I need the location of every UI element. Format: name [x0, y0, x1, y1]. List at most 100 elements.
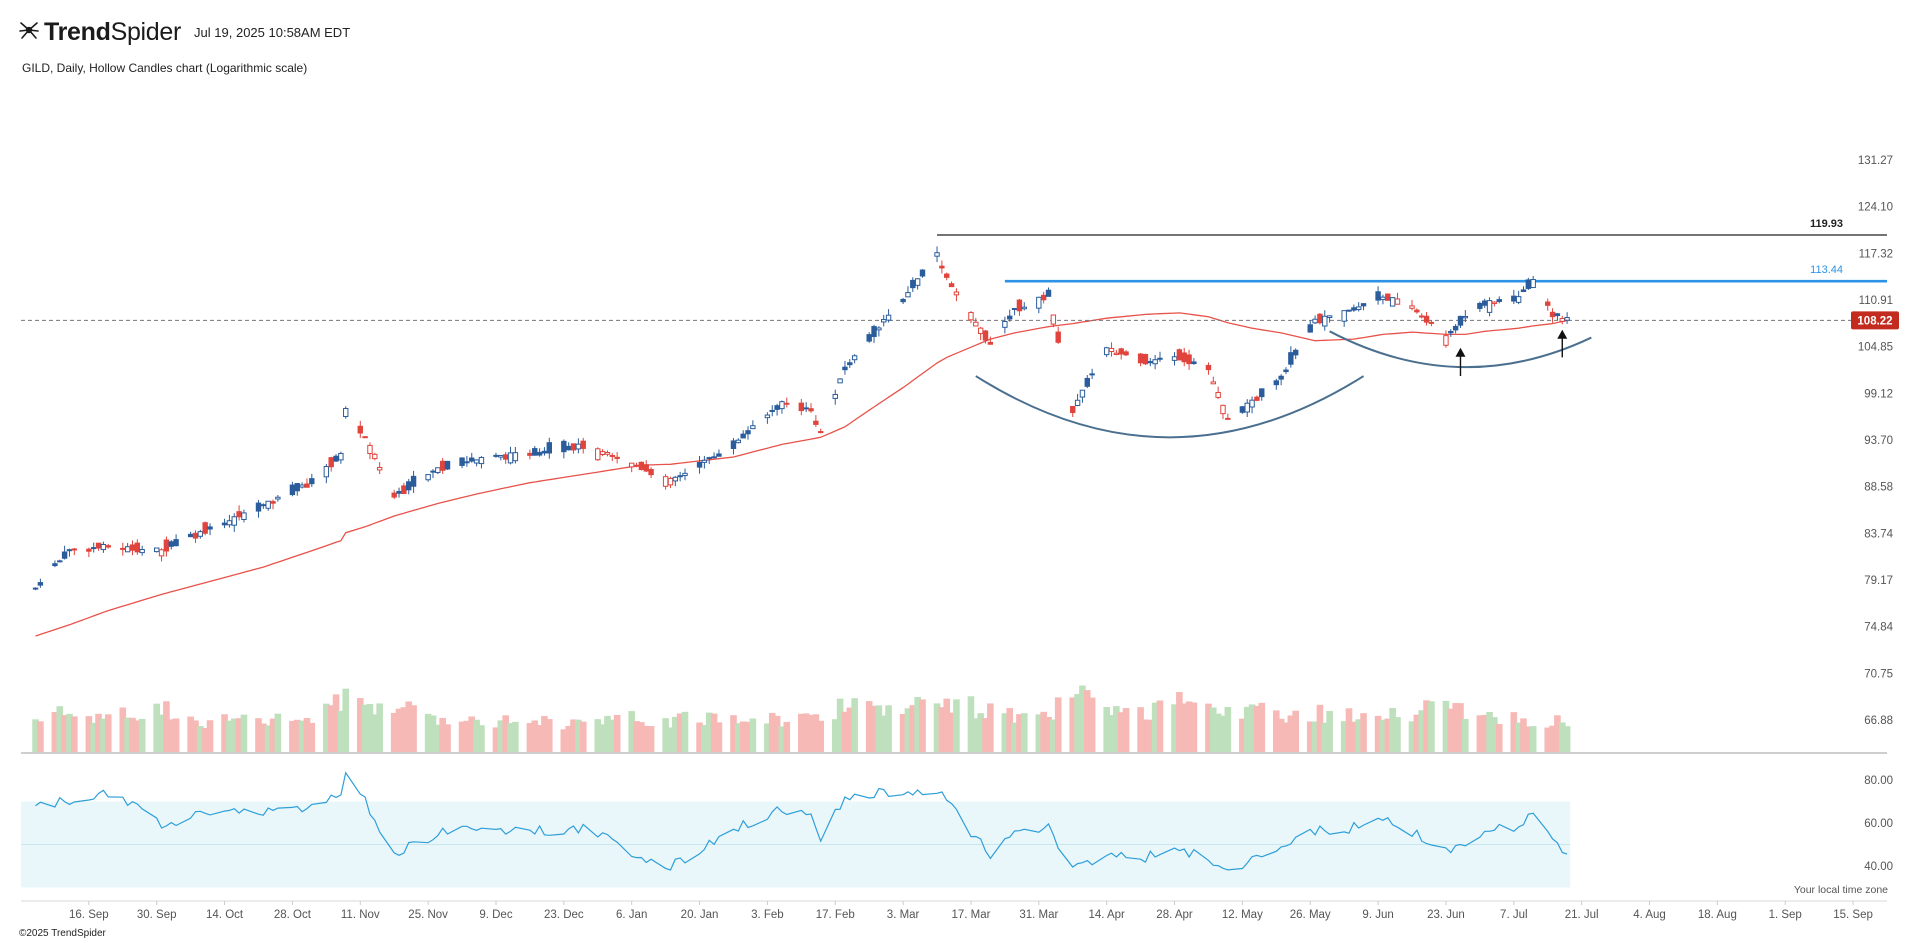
volume-bar	[560, 729, 568, 752]
volume-bar	[1219, 715, 1227, 752]
candle-body	[1356, 306, 1362, 311]
candle-body	[1559, 318, 1565, 322]
candle-body	[57, 560, 63, 563]
candle-body	[401, 485, 407, 495]
candle-body	[289, 484, 296, 496]
candle-body	[1147, 361, 1153, 364]
volume-bar	[1476, 715, 1484, 752]
volume-bar	[1020, 713, 1028, 752]
chart-timestamp: Jul 19, 2025 10:58AM EDT	[194, 25, 351, 40]
candle-body	[221, 522, 228, 526]
volume-bar	[982, 718, 989, 752]
candle-body	[231, 516, 237, 526]
volume-bar	[696, 722, 703, 752]
volume-bar	[1462, 718, 1469, 752]
candle-body	[1457, 315, 1464, 326]
volume-bar	[1287, 715, 1295, 752]
volume-bar	[715, 722, 723, 752]
candle-body	[139, 549, 145, 554]
candle-body	[1307, 324, 1313, 333]
time-axis-label: 30. Sep	[137, 909, 177, 921]
volume-bar	[1273, 710, 1280, 752]
volume-bar	[1083, 690, 1091, 752]
volume-bar	[95, 713, 102, 752]
candle-body	[1545, 301, 1551, 306]
time-axis-label: 9. Jun	[1362, 909, 1393, 921]
volume-bar	[764, 723, 771, 752]
volume-bar	[129, 717, 136, 752]
candle-body	[779, 401, 785, 410]
candle-body	[357, 425, 363, 434]
candle-body	[818, 431, 824, 434]
volume-bar	[1447, 708, 1455, 752]
volume-bar	[1243, 706, 1251, 752]
candle-body	[1191, 361, 1197, 365]
candle-body	[1375, 291, 1381, 301]
volume-bar	[197, 726, 204, 752]
volume-bar	[163, 701, 170, 752]
volume-bar	[1122, 708, 1130, 752]
volume-bar	[1079, 685, 1086, 752]
candle-body	[604, 452, 611, 455]
volume-bar	[410, 705, 417, 752]
volume-bar	[274, 713, 282, 752]
volume-bar	[323, 703, 330, 752]
volume-bar	[327, 705, 335, 752]
volume-bar	[1040, 711, 1047, 752]
volume-bar	[434, 724, 442, 752]
volume-bar	[61, 715, 68, 752]
brand-logo[interactable]: TrendSpider	[18, 18, 181, 47]
volume-bar	[1016, 714, 1023, 752]
volume-bar	[1544, 727, 1552, 752]
volume-bar	[221, 714, 228, 752]
volume-bar	[1248, 704, 1256, 752]
volume-bar	[366, 703, 374, 752]
candle-body	[333, 455, 339, 462]
volume-bar	[1035, 714, 1043, 752]
volume-bar	[638, 722, 645, 752]
volume-bar	[575, 719, 582, 752]
candle-body	[580, 440, 586, 449]
candle-body	[1215, 392, 1221, 398]
candle-body	[1142, 354, 1149, 365]
candle-body	[1525, 279, 1532, 289]
volume-bar	[1374, 715, 1382, 752]
candle-body	[502, 454, 509, 460]
volume-bar	[172, 718, 180, 752]
candle-body	[309, 478, 315, 485]
candle-body	[1108, 347, 1115, 353]
volume-bar	[579, 721, 587, 752]
candle-body	[774, 405, 780, 410]
volume-bar	[817, 720, 825, 752]
candle-body	[837, 378, 843, 384]
volume-bar	[230, 718, 238, 752]
volume-bar	[303, 718, 311, 752]
resistance-label: 113.44	[1810, 264, 1843, 276]
volume-bar	[812, 714, 820, 752]
volume-bar	[672, 716, 679, 752]
volume-bar	[1384, 718, 1392, 752]
candle-body	[52, 563, 58, 567]
candle-body	[1225, 417, 1231, 420]
volume-bar	[1481, 714, 1489, 752]
candle-body	[803, 407, 809, 410]
volume-bar	[342, 688, 350, 752]
volume-bar	[1563, 726, 1571, 752]
volume-bar	[390, 712, 398, 752]
candle-body	[1074, 399, 1081, 407]
candle-body	[469, 457, 475, 462]
candle-body	[1564, 317, 1570, 321]
candle-body	[197, 531, 204, 537]
volume-bar	[492, 727, 500, 752]
candle-body	[973, 321, 979, 327]
volume-bar	[260, 723, 267, 752]
volume-bar	[1282, 722, 1290, 752]
volume-bar	[735, 723, 742, 752]
candle-body	[696, 461, 703, 468]
volume-bar	[66, 713, 73, 752]
time-axis-label: 3. Mar	[887, 909, 920, 921]
candle-body	[444, 460, 451, 470]
header: TrendSpider Jul 19, 2025 10:58AM EDT	[18, 18, 350, 47]
candle-body	[1448, 330, 1454, 334]
